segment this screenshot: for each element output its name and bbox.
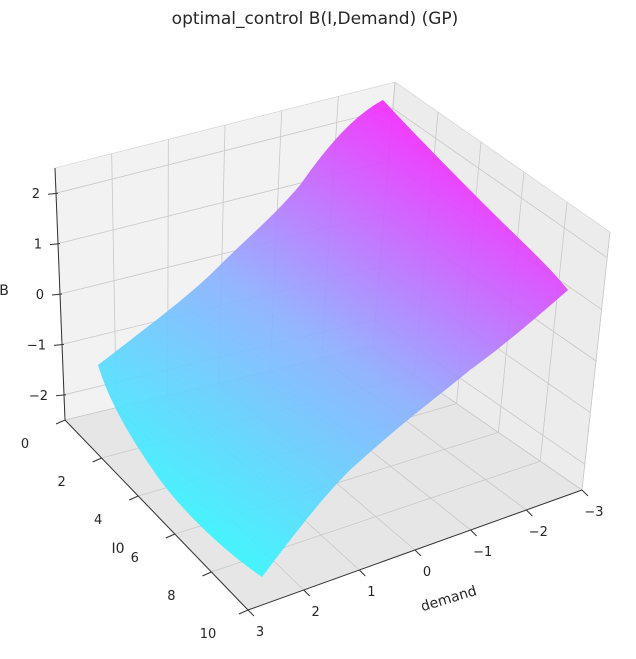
y-tick-mark bbox=[128, 495, 139, 501]
y-tick-mark bbox=[165, 533, 176, 539]
x-tick-label: −2 bbox=[529, 525, 548, 540]
x-tick-label: 2 bbox=[312, 605, 320, 620]
y-tick-mark bbox=[202, 571, 212, 577]
y-tick-mark bbox=[55, 419, 66, 425]
x-tick-label: 1 bbox=[367, 585, 375, 600]
z-tick-label: 1 bbox=[34, 238, 42, 253]
y-tick-label: 10 bbox=[200, 627, 217, 642]
y-tick-label: 8 bbox=[167, 589, 175, 604]
z-tick-label: 2 bbox=[32, 187, 40, 202]
y-tick-label: 2 bbox=[57, 475, 65, 490]
y-tick-label: 6 bbox=[131, 551, 139, 566]
y-grid-line bbox=[581, 231, 611, 491]
z-axis-label: B bbox=[0, 283, 9, 299]
x-tick-mark bbox=[581, 489, 589, 497]
y-tick-label: 4 bbox=[94, 513, 102, 528]
chart-title: optimal_control B(I,Demand) (GP) bbox=[172, 9, 459, 29]
y-axis-line bbox=[64, 419, 249, 611]
x-tick-label: −3 bbox=[584, 505, 603, 520]
x-tick-label: 3 bbox=[256, 625, 264, 640]
x-axis-line bbox=[247, 489, 583, 611]
y-tick-label: 0 bbox=[21, 437, 29, 452]
x-tick-mark bbox=[358, 569, 366, 577]
y-axis-label: I0 bbox=[111, 541, 124, 557]
z-tick-label: −2 bbox=[29, 389, 48, 404]
z-tick-label: −1 bbox=[27, 338, 46, 353]
x-tick-mark bbox=[414, 549, 422, 557]
x-tick-label: −1 bbox=[473, 545, 492, 560]
y-tick-mark bbox=[92, 457, 102, 463]
y-tick-mark bbox=[238, 609, 249, 615]
x-tick-mark bbox=[303, 589, 311, 597]
x-tick-mark bbox=[247, 609, 255, 617]
surface-mesh bbox=[98, 100, 568, 577]
x-tick-label: 0 bbox=[423, 565, 431, 580]
y-grid-line bbox=[539, 201, 568, 462]
x-axis-label: demand bbox=[419, 583, 479, 615]
x-tick-mark bbox=[470, 529, 478, 537]
z-tick-label: 0 bbox=[36, 288, 44, 303]
z-axis-line bbox=[54, 167, 66, 421]
x-tick-mark bbox=[525, 509, 533, 517]
